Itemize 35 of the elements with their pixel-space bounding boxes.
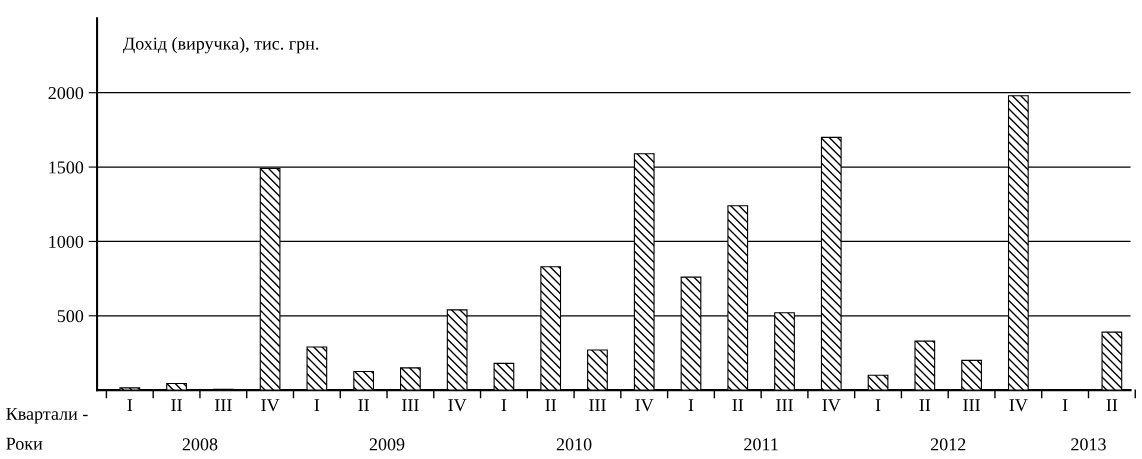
x-tick-label: II: [171, 399, 182, 412]
text: 2012: [930, 438, 966, 451]
x-tick-label: II: [545, 399, 557, 412]
text: 2008: [182, 438, 218, 451]
x-tick-label: II: [1106, 399, 1118, 412]
x-tick-label: II: [919, 399, 931, 412]
x-tick-label: IV: [635, 399, 654, 412]
x-tick-label: II: [358, 399, 370, 412]
text: 2009: [369, 438, 405, 451]
x-tick-label: III: [589, 399, 606, 412]
x-tick-label: I: [875, 399, 881, 412]
x-tick-label: IV: [261, 399, 280, 412]
x-tick-label: I: [1062, 399, 1068, 412]
y-tick-label: 2000: [48, 86, 84, 100]
x-tick-label: IV: [1009, 399, 1028, 412]
x-tick-label: III: [963, 399, 980, 412]
text: 2011: [744, 438, 778, 451]
text: Дохід (виручка), тис. грн.: [123, 36, 319, 54]
text: 2013: [1071, 438, 1106, 451]
text: Квартали -: [6, 407, 88, 424]
y-tick-label: 1500: [49, 161, 84, 174]
x-tick-label: III: [776, 399, 793, 412]
x-tick-label: IV: [448, 399, 467, 412]
y-tick-label: 500: [57, 310, 84, 323]
text: 2010: [556, 438, 592, 451]
x-tick-label: IV: [822, 399, 841, 412]
x-tick-label: I: [501, 399, 507, 412]
x-tick-label: I: [314, 399, 320, 412]
x-tick-label: I: [688, 399, 694, 412]
x-tick-label: II: [732, 399, 744, 412]
x-tick-label: III: [214, 399, 232, 412]
y-tick-label: 1000: [49, 235, 84, 248]
x-tick-label: I: [127, 399, 133, 412]
text: Роки: [6, 437, 43, 450]
x-tick-label: III: [402, 399, 419, 412]
